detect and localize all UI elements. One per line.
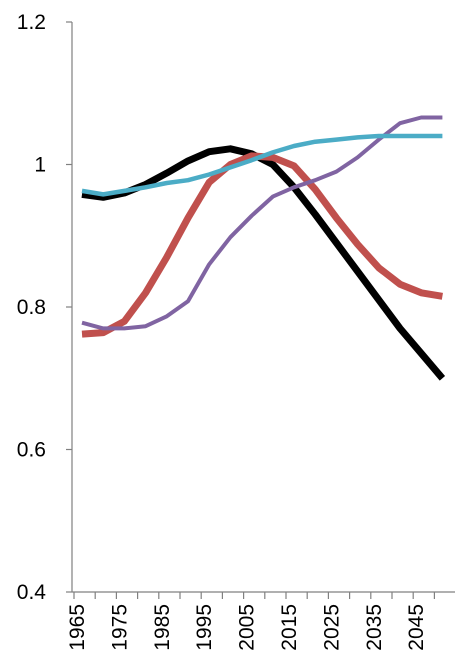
y-tick-label: 1 [34,154,46,177]
y-tick-label: 0.8 [17,296,46,319]
x-tick-label: 2005 [236,604,259,651]
y-ticks: 0.4 0.6 0.8 1 1.2 [17,11,72,604]
series-line-3 [81,115,443,331]
x-tick-label: 2015 [278,604,301,651]
series-line-4 [81,133,443,197]
y-tick-label: 1.2 [17,11,46,34]
y-tick-label: 0.4 [17,581,47,604]
x-tick-label: 2035 [363,604,386,651]
series-lines [81,115,446,381]
x-tick-label: 2045 [405,604,428,651]
x-tick-label: 1965 [66,604,89,651]
x-tick-label: 1995 [193,604,216,651]
series-line-1 [81,145,446,381]
axes [71,22,455,593]
y-tick-label: 0.6 [17,439,46,462]
x-tick-label: 1985 [151,604,174,651]
x-tick-label: 2025 [320,604,343,651]
x-ticks: 1965 1975 1985 1995 2005 2015 2025 2035 2045 [66,592,435,651]
x-tick-label: 1975 [108,604,131,651]
